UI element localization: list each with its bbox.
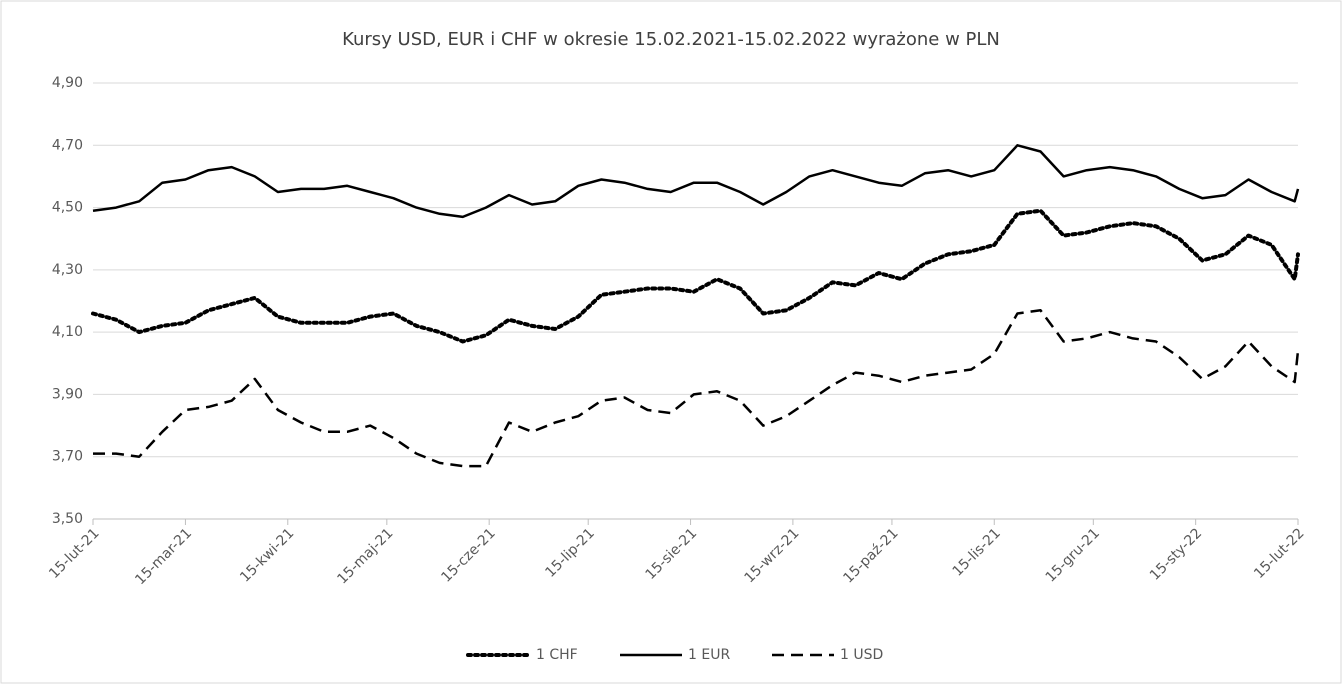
- y-tick-label: 4,30: [52, 262, 83, 278]
- y-tick-label: 3,90: [52, 386, 83, 402]
- y-tick-label: 4,70: [52, 137, 83, 153]
- chart-title: Kursy USD, EUR i CHF w okresie 15.02.202…: [342, 29, 1000, 50]
- y-tick-label: 4,10: [52, 324, 83, 340]
- legend-label: 1 EUR: [688, 647, 730, 663]
- line-series: [92, 144, 1300, 219]
- y-tick-label: 4,90: [52, 75, 83, 91]
- y-tick-label: 3,50: [52, 511, 83, 527]
- y-tick-label: 4,50: [52, 200, 83, 216]
- y-tick-label: 3,70: [52, 449, 83, 465]
- legend-label: 1 CHF: [536, 647, 578, 663]
- legend-label: 1 USD: [840, 647, 883, 663]
- line-series: [91, 208, 1300, 344]
- line-series: [93, 309, 1300, 468]
